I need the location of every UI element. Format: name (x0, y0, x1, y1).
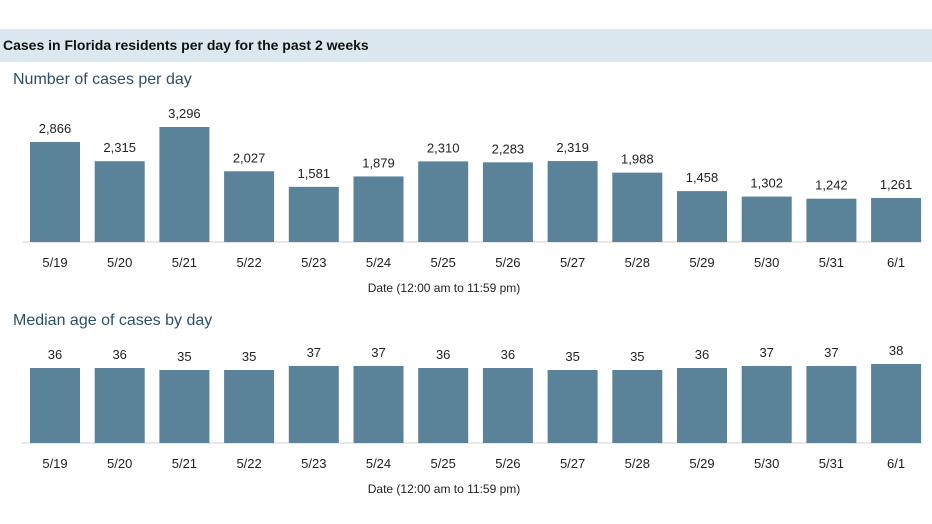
data-label: 35 (242, 349, 256, 364)
data-label: 1,302 (750, 176, 783, 191)
data-label: 2,319 (556, 140, 589, 155)
x-tick-label: 5/29 (689, 456, 714, 471)
data-label: 1,581 (298, 166, 331, 181)
bar-5-23 (288, 366, 339, 443)
banner: Cases in Florida residents per day for t… (0, 29, 932, 62)
x-tick-label: 5/29 (689, 255, 714, 270)
bar-5-28 (612, 172, 663, 242)
x-tick-label: 5/23 (301, 456, 326, 471)
banner-title: Cases in Florida residents per day for t… (3, 37, 369, 53)
x-tick-label: 5/20 (107, 456, 132, 471)
x-tick-label: 5/23 (301, 255, 326, 270)
bar-5-25 (418, 368, 469, 443)
x-tick-label: 5/24 (366, 456, 391, 471)
data-label: 37 (759, 345, 773, 360)
x-tick-label: 5/28 (625, 456, 650, 471)
x-tick-label: 5/22 (236, 456, 261, 471)
data-label: 38 (889, 343, 903, 358)
bar-5-29 (677, 191, 727, 242)
x-axis-title: Date (12:00 am to 11:59 pm) (368, 281, 521, 295)
data-label: 2,315 (103, 140, 136, 155)
bar-5-19 (30, 142, 80, 242)
bar-5-20 (94, 368, 145, 443)
bar-5-21 (159, 370, 210, 443)
x-tick-label: 5/19 (42, 255, 67, 270)
data-label: 36 (501, 347, 515, 362)
bar-5-26 (482, 368, 533, 443)
data-label: 1,242 (815, 178, 848, 193)
x-tick-label: 5/27 (560, 456, 585, 471)
data-label: 37 (307, 345, 321, 360)
x-tick-label: 5/26 (495, 255, 520, 270)
bar-5-20 (94, 161, 145, 242)
data-label: 35 (630, 349, 644, 364)
bar-5-28 (612, 370, 663, 443)
data-label: 2,310 (427, 140, 460, 155)
data-label: 2,866 (39, 121, 72, 136)
x-tick-label: 5/27 (560, 255, 585, 270)
bar-5-29 (677, 368, 727, 443)
bar-5-21 (159, 127, 210, 242)
data-label: 36 (112, 347, 126, 362)
bar-5-31 (806, 366, 857, 443)
bar-5-31 (806, 198, 857, 242)
x-tick-label: 5/30 (754, 255, 779, 270)
data-label: 1,879 (362, 155, 395, 170)
data-label: 37 (371, 345, 385, 360)
bar-6-1 (871, 198, 922, 242)
data-label: 1,261 (880, 177, 913, 192)
x-tick-label: 5/20 (107, 255, 132, 270)
x-tick-label: 5/30 (754, 456, 779, 471)
data-label: 3,296 (168, 106, 201, 121)
bar-5-30 (741, 366, 792, 443)
bar-5-27 (547, 161, 598, 242)
bar-5-24 (353, 366, 404, 443)
chart-title-cases: Number of cases per day (13, 71, 192, 88)
data-label: 36 (695, 347, 709, 362)
bar-5-30 (741, 196, 792, 242)
x-tick-label: 5/24 (366, 255, 391, 270)
data-label: 37 (824, 345, 838, 360)
x-tick-label: 6/1 (887, 456, 905, 471)
data-label: 36 (436, 347, 450, 362)
bar-5-22 (224, 370, 275, 443)
data-label: 36 (48, 347, 62, 362)
x-tick-label: 5/28 (625, 255, 650, 270)
bar-5-23 (288, 186, 339, 242)
bar-5-22 (224, 171, 275, 242)
data-label: 35 (565, 349, 579, 364)
cases-per-day-chart: 2,866 5/19 2,315 5/20 3,296 5/21 2,027 5/22 1,58… (22, 106, 922, 295)
x-tick-label: 5/25 (431, 255, 456, 270)
x-tick-label: 5/26 (495, 456, 520, 471)
data-label: 35 (177, 349, 191, 364)
data-label: 1,988 (621, 152, 654, 167)
x-tick-label: 5/21 (172, 456, 197, 471)
x-tick-label: 5/22 (236, 255, 261, 270)
data-label: 1,458 (686, 170, 719, 185)
bar-5-24 (353, 176, 404, 242)
bar-5-27 (547, 370, 598, 443)
x-tick-label: 6/1 (887, 255, 905, 270)
median-age-chart: 36 5/19 36 5/20 35 5/21 35 5/22 37 5/23 37 5/24 36 5/… (22, 343, 922, 496)
x-tick-label: 5/31 (819, 456, 844, 471)
bar-5-26 (482, 162, 533, 242)
x-tick-label: 5/31 (819, 255, 844, 270)
x-tick-label: 5/25 (431, 456, 456, 471)
chart-title-median-age: Median age of cases by day (13, 312, 213, 329)
bar-5-19 (30, 368, 80, 443)
bar-5-25 (418, 161, 469, 242)
data-label: 2,027 (233, 150, 266, 165)
bar-6-1 (871, 364, 922, 443)
x-tick-label: 5/21 (172, 255, 197, 270)
data-label: 2,283 (492, 141, 525, 156)
x-tick-label: 5/19 (42, 456, 67, 471)
x-axis-title: Date (12:00 am to 11:59 pm) (368, 482, 521, 496)
